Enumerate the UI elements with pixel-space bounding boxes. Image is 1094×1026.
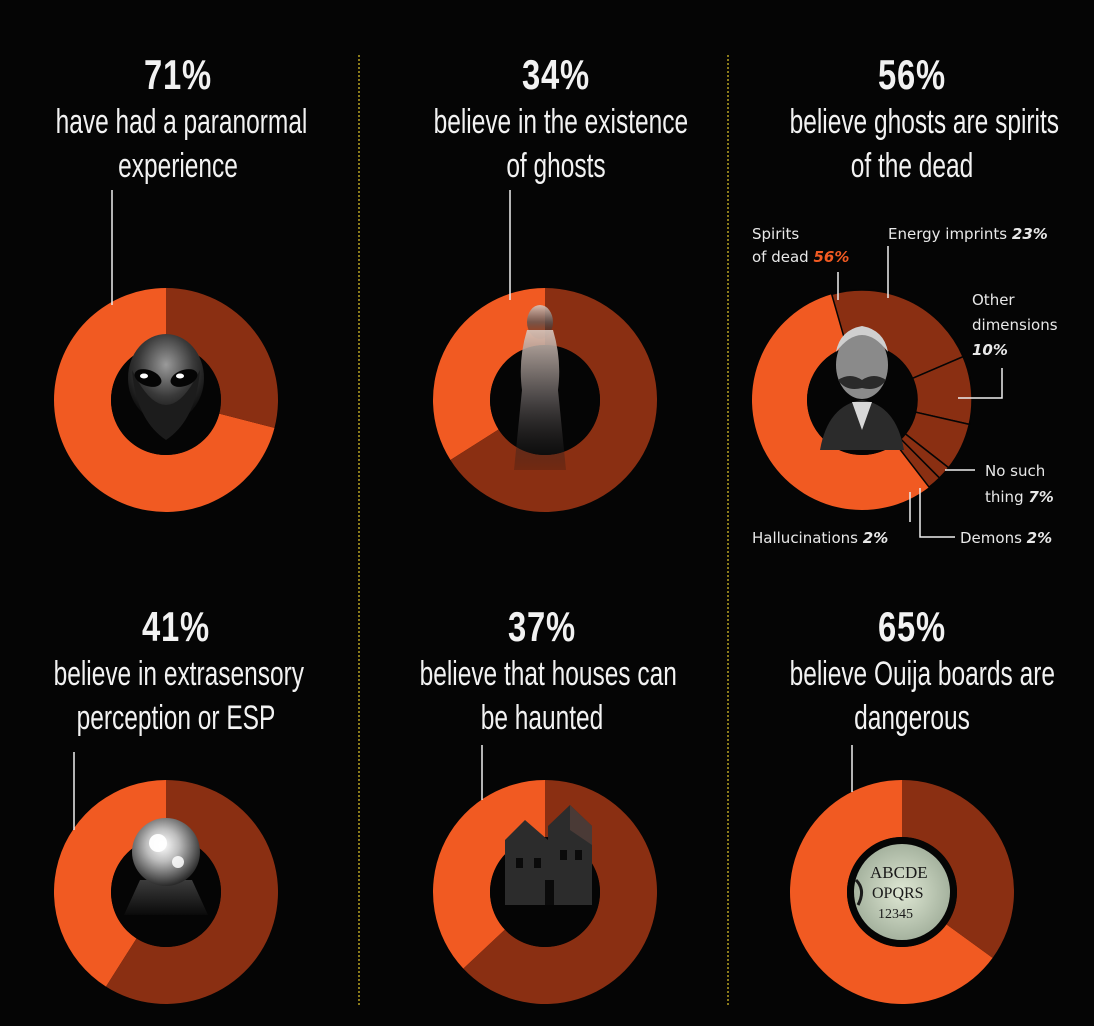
stat-percent: 37% bbox=[508, 603, 576, 650]
donut-segment-yes bbox=[54, 780, 167, 987]
donut-segment-spirits-of-dead bbox=[752, 294, 930, 510]
stat-panel-ouija: 65% believe Ouija boards are dangerous bbox=[742, 604, 1082, 738]
donut-segment-no bbox=[105, 779, 278, 1004]
stat-description-line1: believe that houses can bbox=[419, 655, 677, 693]
label-hallucinations: Hallucinations 2% bbox=[752, 529, 888, 547]
stat-description-line2: be haunted bbox=[480, 699, 604, 737]
stat-percent: 41% bbox=[142, 603, 210, 650]
crystal-ball-icon bbox=[124, 818, 208, 915]
label-spirits-line1: Spirits bbox=[752, 225, 799, 243]
stat-description-line2: perception or ESP bbox=[76, 699, 276, 737]
svg-text:ABCDE: ABCDE bbox=[870, 863, 928, 882]
stat-percent: 56% bbox=[878, 51, 946, 98]
svg-text:OPQRS: OPQRS bbox=[872, 885, 924, 902]
stat-description-line2: of the dead bbox=[850, 147, 974, 185]
column-divider-right bbox=[727, 55, 729, 1005]
stat-description-line1: have had a paranormal bbox=[55, 103, 308, 141]
donut-segment-no bbox=[902, 780, 1015, 958]
donut-segment-yes bbox=[790, 780, 993, 1004]
donut-segment-no bbox=[450, 288, 658, 513]
stat-description-line1: believe in extrasensory bbox=[53, 655, 304, 693]
donut-segment-no bbox=[463, 780, 657, 1004]
stat-description-line1: believe ghosts are spirits bbox=[789, 103, 1060, 141]
label-spirits-line2: of dead 56% bbox=[752, 248, 849, 266]
label-other-line2: dimensions bbox=[972, 316, 1058, 334]
leader-other bbox=[958, 368, 1003, 399]
donut-segment-yes bbox=[432, 780, 545, 969]
stat-panel-spirits: 56% believe ghosts are spirits of the de… bbox=[742, 52, 1082, 186]
label-nosuch-line2: thing 7% bbox=[985, 488, 1054, 506]
donut-segment-yes bbox=[54, 288, 275, 513]
alien-head-icon bbox=[128, 334, 204, 440]
stat-panel-paranormal: 71% have had a paranormal experience bbox=[8, 52, 348, 186]
svg-text:12345: 12345 bbox=[878, 907, 913, 922]
haunted-house-icon bbox=[505, 805, 592, 905]
stat-percent: 65% bbox=[878, 603, 946, 650]
stat-panel-ghosts: 34% believe in the existence of ghosts bbox=[386, 52, 726, 186]
stat-description-line1: believe Ouija boards are bbox=[789, 655, 1055, 693]
column-divider-left bbox=[358, 55, 360, 1005]
label-other-line1: Other bbox=[972, 291, 1015, 309]
donut-segment-no bbox=[166, 288, 278, 428]
stat-description-line2: of ghosts bbox=[506, 147, 606, 185]
ghost-figure-icon bbox=[514, 305, 566, 470]
stat-panel-esp: 41% believe in extrasensory perception o… bbox=[6, 604, 346, 738]
label-nosuch-line1: No such bbox=[985, 462, 1045, 480]
stat-description-line2: experience bbox=[118, 147, 238, 185]
stat-description-line1: believe in the existence bbox=[433, 103, 689, 141]
victorian-man-portrait-icon bbox=[820, 326, 904, 450]
donut-segment-yes bbox=[433, 288, 545, 461]
label-energy: Energy imprints 23% bbox=[888, 225, 1048, 243]
stat-percent: 34% bbox=[522, 51, 590, 98]
stat-percent: 71% bbox=[144, 51, 212, 98]
ouija-board-icon: ABCDE OPQRS 12345 bbox=[854, 844, 950, 940]
label-other-value: 10% bbox=[972, 341, 1008, 359]
label-demons: Demons 2% bbox=[960, 529, 1052, 547]
leader-demons bbox=[919, 488, 955, 538]
stat-description-line2: dangerous bbox=[854, 699, 970, 737]
stat-panel-haunted-houses: 37% believe that houses can be haunted bbox=[372, 604, 712, 738]
